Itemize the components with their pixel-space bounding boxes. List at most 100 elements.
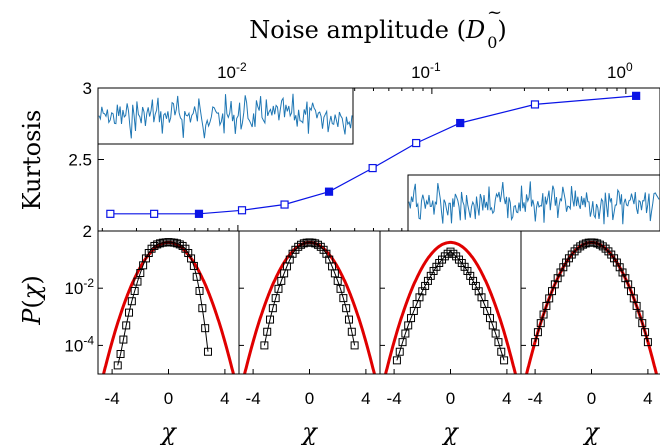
kurtosis-data-point — [194, 209, 204, 218]
distribution-plot-area — [243, 238, 376, 374]
kurtosis-data-point — [324, 187, 334, 196]
distribution-data-point — [203, 347, 212, 356]
distribution-data-point — [150, 241, 159, 250]
distribution-x-tick-label: 4 — [502, 389, 511, 408]
distribution-x-axis-label: χ — [582, 418, 600, 445]
distribution-data-point — [562, 258, 571, 267]
probability-axis-close: ) — [18, 275, 46, 284]
distribution-data-point — [531, 338, 540, 347]
distribution-data-point — [342, 304, 351, 313]
distribution-x-tick-label: -4 — [105, 389, 120, 408]
inset-bottom-right-trace — [408, 181, 660, 225]
inset-top-left-trace — [98, 93, 353, 139]
kurtosis-data-point — [456, 118, 465, 128]
data-trend-line — [396, 250, 505, 361]
distribution-data-point — [344, 315, 353, 324]
distribution-data-point — [147, 244, 156, 253]
distribution-data-point — [638, 319, 647, 328]
distribution-x-tick-label: -4 — [528, 389, 543, 408]
distribution-data-point — [181, 244, 190, 253]
distribution-data-point — [581, 239, 590, 248]
distribution-data-point — [195, 286, 204, 295]
distribution-data-point — [127, 297, 136, 306]
distribution-y-tick-label: 10-2 — [64, 276, 94, 298]
distribution-panel-3: -4 0 4 χ — [379, 230, 522, 445]
distribution-data-point — [189, 261, 198, 270]
distribution-data-point — [641, 328, 650, 337]
distribution-y-tick-label-exponent: -4 — [83, 333, 94, 347]
distribution-data-point — [497, 347, 506, 356]
distribution-data-point — [418, 287, 427, 296]
distribution-plot-area — [525, 238, 658, 374]
distribution-data-point — [333, 276, 342, 285]
distribution-data-point — [198, 304, 207, 313]
distribution-data-point — [297, 240, 306, 249]
distribution-data-point — [336, 284, 345, 293]
probability-axis-symbol: P — [18, 308, 46, 326]
distribution-data-point — [463, 266, 472, 275]
distribution-data-point — [488, 321, 497, 330]
distribution-x-tick-label: 4 — [220, 389, 229, 408]
distribution-data-point — [339, 294, 348, 303]
distribution-x-tick-label: 4 — [643, 389, 652, 408]
kurtosis-data-point — [150, 209, 159, 218]
distribution-data-point — [268, 304, 277, 313]
distribution-data-point — [350, 341, 359, 350]
distribution-data-point — [635, 310, 644, 319]
kurtosis-data-point — [280, 200, 289, 209]
distribution-data-point — [285, 255, 294, 264]
kurtosis-data-point — [106, 209, 115, 218]
distribution-data-point — [119, 335, 128, 344]
distribution-data-point — [263, 327, 272, 336]
distribution-data-point — [539, 310, 548, 319]
distribution-data-point — [440, 252, 449, 261]
data-trend-line — [263, 241, 356, 346]
distribution-data-point — [449, 249, 458, 258]
distribution-data-point — [184, 249, 193, 258]
distribution-data-point — [133, 277, 142, 286]
distribution-data-point — [266, 315, 275, 324]
distribution-panel-frame — [97, 230, 240, 375]
distribution-data-point — [421, 281, 430, 290]
distribution-data-point — [601, 244, 610, 253]
distribution-data-point — [156, 239, 165, 248]
kurtosis-x-tick-label: 100 — [607, 60, 633, 82]
top-axis-subscript: 0 — [487, 33, 497, 52]
distribution-data-point — [392, 356, 401, 365]
distribution-data-point — [550, 280, 559, 289]
distribution-data-point — [590, 238, 599, 247]
distribution-data-point — [415, 293, 424, 302]
distribution-x-tick-label: 4 — [361, 389, 370, 408]
kurtosis-axis-label: Kurtosis — [18, 110, 46, 211]
distribution-data-point — [610, 254, 619, 263]
distribution-data-point — [187, 254, 196, 263]
distribution-data-point — [313, 240, 322, 249]
distribution-data-point — [593, 239, 602, 248]
distribution-x-tick-label: 0 — [305, 389, 314, 408]
top-axis-label: Noise amplitude (D 0) — [249, 16, 507, 52]
distribution-data-point — [136, 268, 145, 277]
kurtosis-x-tick-label-mantissa: 10 — [217, 63, 236, 82]
distribution-x-axis-label: χ — [441, 418, 459, 445]
distribution-data-point — [170, 238, 179, 247]
distribution-data-point — [426, 271, 435, 280]
distribution-data-point — [175, 240, 184, 249]
distribution-data-point — [579, 240, 588, 249]
kurtosis-y-tick-label: 3 — [83, 79, 92, 98]
kurtosis-data-point — [412, 138, 421, 148]
distribution-data-point — [178, 241, 187, 250]
distribution-data-point — [615, 263, 624, 272]
kurtosis-data-point — [237, 206, 247, 215]
probability-axis-open: ( — [18, 299, 46, 308]
distribution-y-tick-label: 10-4 — [64, 333, 94, 355]
distribution-data-point — [308, 238, 317, 247]
distribution-data-point — [542, 301, 551, 310]
data-trend-line — [534, 241, 649, 343]
kurtosis-series — [106, 91, 641, 218]
distribution-data-point — [429, 266, 438, 275]
distribution-data-point — [598, 242, 607, 251]
distribution-data-point — [274, 284, 283, 293]
distribution-data-point — [536, 319, 545, 328]
distribution-data-point — [401, 329, 410, 338]
